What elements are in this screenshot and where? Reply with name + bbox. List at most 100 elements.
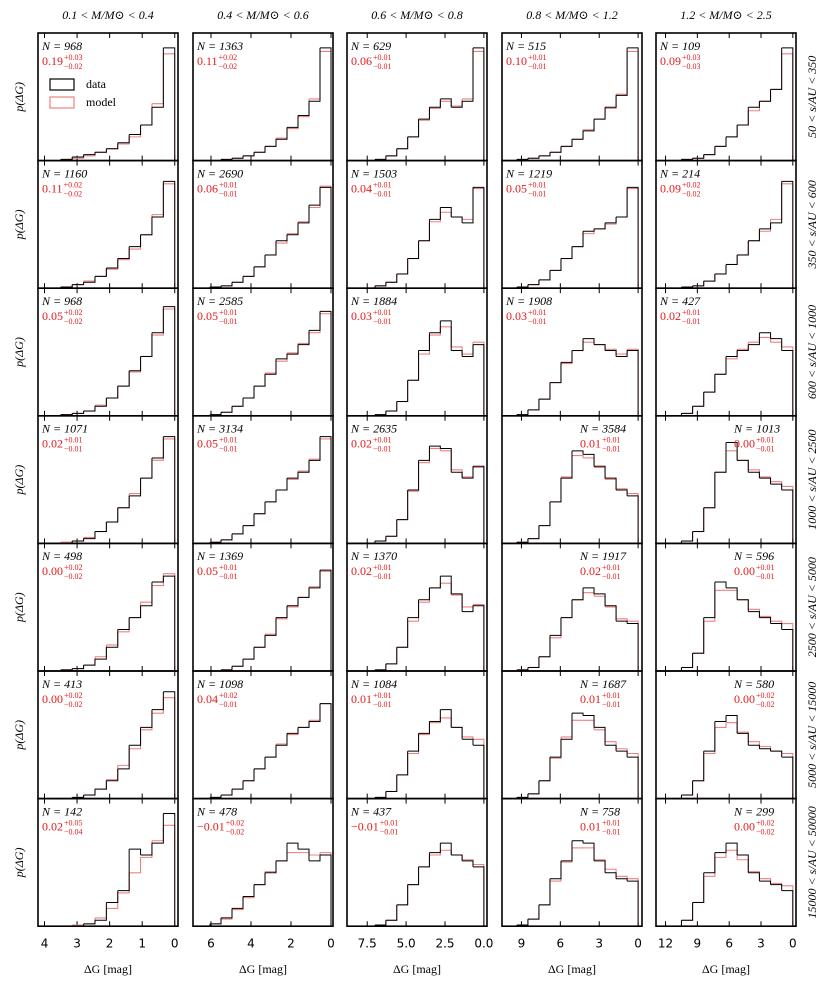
model-histogram-bin xyxy=(703,146,716,156)
data-histogram-bin xyxy=(254,872,266,886)
data-histogram-bin xyxy=(605,95,617,108)
fit-value: 0.19 xyxy=(42,54,63,68)
data-histogram-bin xyxy=(703,273,716,282)
x-tick-label: 0 xyxy=(171,937,179,951)
data-histogram-bin xyxy=(243,152,255,157)
fit-value: 0.09 xyxy=(660,181,681,195)
data-histogram-bin xyxy=(781,890,794,927)
model-histogram-bin xyxy=(726,589,738,600)
model-histogram-bin xyxy=(375,155,387,160)
model-histogram-bin xyxy=(151,825,164,842)
model-histogram-bin xyxy=(298,98,310,118)
data-histogram-bin xyxy=(549,362,562,384)
data-histogram-bin xyxy=(210,917,222,925)
model-histogram-bin xyxy=(703,727,716,755)
model-histogram-bin xyxy=(163,697,176,799)
fit-lower: −0.02 xyxy=(756,827,775,836)
model-histogram-bin xyxy=(451,469,463,477)
data-histogram-bin xyxy=(407,599,420,619)
data-histogram-bin xyxy=(473,47,485,161)
data-histogram-bin xyxy=(298,587,310,598)
fit-lower: −0.01 xyxy=(373,62,392,71)
fit-lower: −0.02 xyxy=(64,317,83,326)
fit-upper: +0.01 xyxy=(528,53,547,62)
model-histogram-bin xyxy=(462,604,474,608)
model-histogram-bin xyxy=(320,438,332,544)
model-histogram-bin xyxy=(714,450,727,473)
data-histogram-bin xyxy=(451,593,463,612)
fit-value: 0.09 xyxy=(660,54,681,68)
x-tick-label: 1 xyxy=(138,937,146,951)
fit-upper: +0.01 xyxy=(682,308,701,317)
model-histogram-bin xyxy=(375,920,387,926)
sample-size: N = 478 xyxy=(196,804,237,818)
data-histogram-bin xyxy=(616,878,628,882)
sample-size: N = 1370 xyxy=(350,549,397,563)
data-histogram-bin xyxy=(106,386,119,399)
data-histogram-bin xyxy=(83,789,96,796)
data-histogram-bin xyxy=(605,605,617,622)
data-histogram-bin xyxy=(94,268,107,277)
model-histogram-bin xyxy=(670,920,683,927)
data-histogram-bin xyxy=(703,146,716,156)
fit-lower: −0.01 xyxy=(373,189,392,198)
x-tick-label: 7.5 xyxy=(358,937,377,951)
model-histogram-bin xyxy=(627,620,639,671)
fit-value: 0.00 xyxy=(42,692,63,706)
data-histogram-bin xyxy=(583,228,595,232)
fit-value: 0.11 xyxy=(197,54,218,68)
model-histogram-bin xyxy=(232,897,244,911)
data-histogram-bin xyxy=(748,471,760,479)
data-histogram-bin xyxy=(298,721,310,728)
model-histogram-bin xyxy=(627,493,639,544)
model-histogram-bin xyxy=(781,885,794,927)
fit-value: 0.02 xyxy=(351,564,372,578)
model-histogram-bin xyxy=(151,308,164,336)
legend-label: model xyxy=(86,95,117,109)
data-histogram-bin xyxy=(516,793,529,798)
model-histogram-bin xyxy=(692,621,705,654)
data-histogram-bin xyxy=(117,370,130,387)
fit-lower: −0.02 xyxy=(64,700,83,709)
model-histogram-bin xyxy=(83,917,96,925)
fit-upper: +0.01 xyxy=(373,563,392,572)
data-histogram-bin xyxy=(221,282,233,287)
model-histogram-bin xyxy=(163,53,176,161)
data-histogram-bin xyxy=(538,382,551,400)
x-tick-label: 9 xyxy=(694,937,702,951)
data-histogram-bin xyxy=(309,436,321,461)
data-histogram-bin xyxy=(298,101,310,117)
model-histogram-bin xyxy=(72,923,85,926)
model-histogram-bin xyxy=(560,350,573,365)
data-histogram-bin xyxy=(396,136,409,150)
data-histogram-bin xyxy=(781,47,794,161)
model-histogram-bin xyxy=(473,863,485,927)
model-histogram-bin xyxy=(232,525,244,535)
model-histogram-bin xyxy=(560,720,573,738)
data-histogram-bin xyxy=(549,617,562,636)
data-histogram-bin xyxy=(429,207,441,220)
data-histogram-bin xyxy=(737,732,749,746)
data-histogram-bin xyxy=(627,186,639,289)
row-label: 50 < s/AU < 350 xyxy=(805,56,819,138)
data-histogram-bin xyxy=(462,187,474,224)
model-histogram-bin xyxy=(605,94,617,109)
fit-value: −0.01 xyxy=(351,819,379,833)
data-histogram-bin xyxy=(265,745,277,758)
model-histogram-bin xyxy=(309,571,321,588)
model-histogram-bin xyxy=(407,354,420,381)
model-histogram-bin xyxy=(572,233,584,248)
model-histogram-bin xyxy=(106,892,119,909)
model-histogram-bin xyxy=(163,308,176,416)
data-histogram-bin xyxy=(572,712,584,716)
data-histogram-bin xyxy=(429,98,441,108)
model-histogram-bin xyxy=(407,602,420,622)
model-histogram-bin xyxy=(117,748,130,766)
data-histogram-bin xyxy=(583,453,595,467)
data-histogram-bin xyxy=(117,246,130,260)
data-histogram-bin xyxy=(703,472,716,509)
model-histogram-bin xyxy=(560,599,573,619)
